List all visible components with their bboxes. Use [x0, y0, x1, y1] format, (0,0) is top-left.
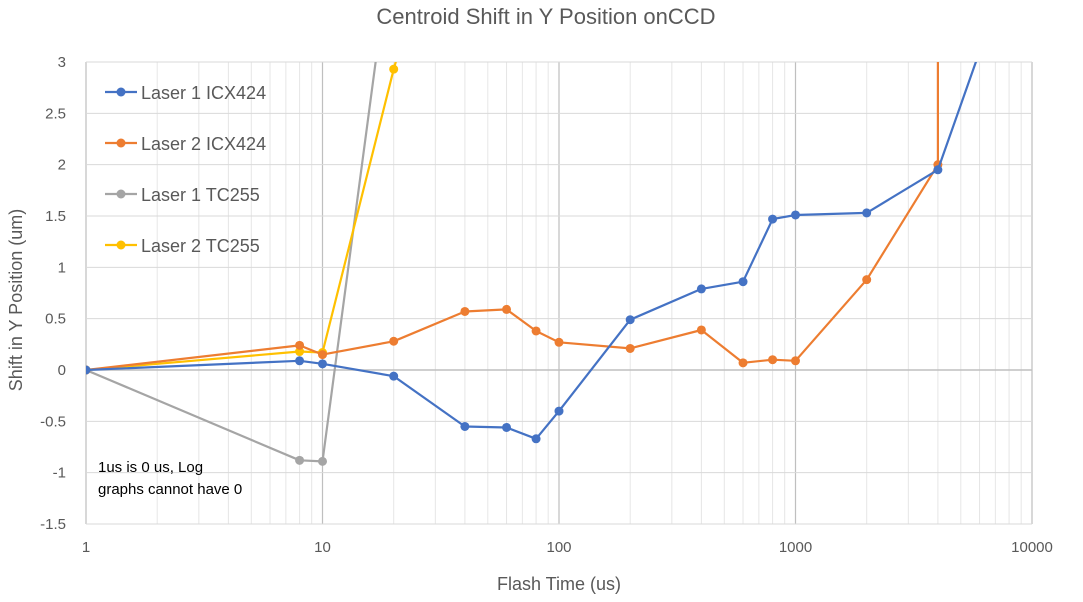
x-tick-label: 10	[314, 539, 331, 556]
annotation-line: graphs cannot have 0	[98, 481, 242, 498]
legend-marker	[116, 138, 126, 148]
tick-labels: 1 10 100 1000 10000 -1.5 -1 -0.5 0 0.5 1 1.5 2 2.5 3	[40, 54, 1053, 556]
annotation-note: 1us is 0 us, Log graphs cannot have 0	[98, 459, 242, 498]
data-point	[696, 284, 706, 294]
legend-label: Laser 1 TC255	[141, 185, 260, 205]
data-point	[460, 306, 470, 316]
data-point	[295, 455, 305, 465]
data-point	[862, 275, 872, 285]
y-tick-label: 0	[58, 362, 66, 379]
legend-label: Laser 1 ICX424	[141, 83, 266, 103]
y-tick-label: 2.5	[45, 105, 66, 122]
y-tick-label: -1.5	[40, 516, 66, 533]
legend: Laser 1 ICX424 Laser 2 ICX424 Laser 1 TC25…	[105, 83, 266, 256]
data-point	[86, 365, 91, 375]
data-point	[791, 356, 800, 366]
y-axis-title: Shift in Y Position (um)	[6, 209, 26, 391]
data-point	[738, 358, 748, 368]
legend-marker	[116, 240, 126, 250]
data-point	[554, 406, 564, 416]
annotation-line: 1us is 0 us, Log	[98, 459, 203, 476]
data-point	[531, 434, 541, 444]
data-point	[625, 343, 635, 353]
legend-marker	[116, 87, 126, 97]
data-point	[318, 456, 327, 466]
series-line	[86, 62, 978, 440]
data-point	[768, 214, 778, 224]
series-layer	[86, 62, 978, 466]
x-tick-label: 1	[82, 539, 90, 556]
y-tick-label: -0.5	[40, 413, 66, 430]
data-point	[295, 356, 305, 366]
data-point	[502, 304, 512, 314]
data-point	[295, 347, 305, 357]
x-tick-label: 1000	[779, 539, 812, 556]
data-point	[554, 337, 564, 347]
data-point	[389, 64, 399, 74]
data-point	[318, 350, 327, 360]
data-point	[295, 340, 305, 350]
series-line	[86, 62, 377, 463]
data-point	[389, 336, 399, 346]
legend-label: Laser 2 TC255	[141, 236, 260, 256]
y-tick-label: -1	[53, 465, 66, 482]
y-tick-label: 0.5	[45, 311, 66, 328]
data-point	[625, 315, 635, 325]
legend-marker	[116, 189, 126, 199]
series-line	[86, 62, 940, 372]
y-tick-label: 3	[58, 54, 66, 71]
x-axis-title: Flash Time (us)	[497, 574, 621, 594]
data-point	[738, 277, 748, 287]
data-point	[862, 208, 872, 218]
grid	[85, 61, 1033, 525]
legend-label: Laser 2 ICX424	[141, 134, 266, 154]
data-point	[389, 371, 399, 381]
data-point	[696, 325, 706, 335]
data-point	[768, 355, 778, 365]
y-tick-label: 2	[58, 157, 66, 174]
data-point	[933, 165, 943, 175]
x-tick-label: 100	[546, 539, 571, 556]
x-tick-label: 10000	[1011, 539, 1053, 556]
chart-title: Centroid Shift in Y Position onCCD	[376, 4, 715, 29]
data-point	[318, 359, 327, 369]
y-tick-label: 1	[58, 259, 66, 276]
data-point	[502, 422, 512, 432]
data-point	[531, 326, 541, 336]
series-laser-1-icx424	[86, 62, 978, 444]
y-tick-label: 1.5	[45, 208, 66, 225]
data-point	[460, 421, 470, 431]
data-point	[791, 210, 800, 220]
